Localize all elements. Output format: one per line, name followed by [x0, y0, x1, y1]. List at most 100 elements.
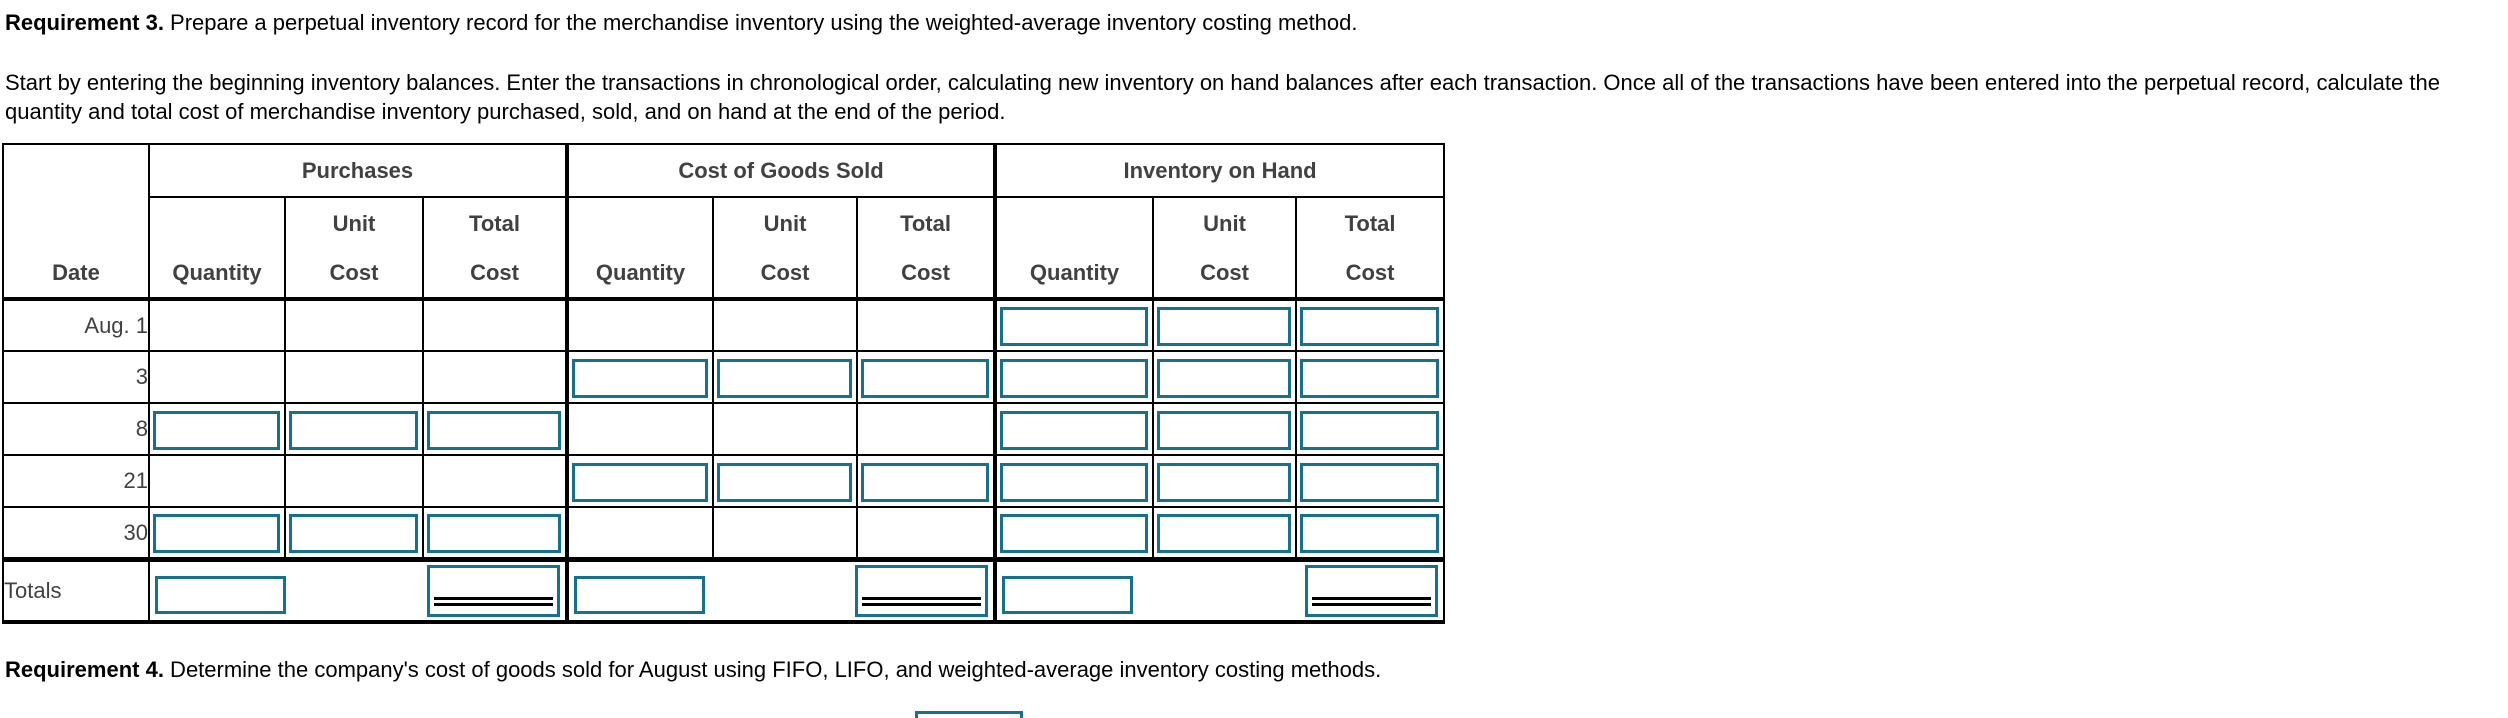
input-totals-cogs-total-cost[interactable] [855, 565, 989, 617]
inventory-quantity-cell [993, 298, 1155, 352]
input-totals-purchases-total-cost[interactable] [427, 565, 561, 617]
purchases-quantity-cell [148, 454, 286, 508]
requirement4-label: Requirement 4. [5, 656, 164, 682]
inventory-total-cost-cell [1295, 350, 1446, 404]
date-cell: 30 [2, 506, 150, 562]
date-cell: Aug. 1 [2, 298, 150, 352]
double-rule [862, 597, 982, 606]
input-8-purchases-total-cost[interactable] [427, 410, 562, 450]
input-8-purchases-quantity[interactable] [153, 410, 280, 450]
input-8-inventory-unit-cost[interactable] [1157, 410, 1292, 450]
input-totals-inventory-total-cost[interactable] [1305, 565, 1439, 617]
purchases-total-cost-cell [421, 350, 569, 404]
cogs-quantity-cell [565, 402, 715, 456]
cogs-quantity-cell [565, 350, 715, 404]
cogs-total-cost-cell [856, 402, 997, 456]
input-8-inventory-quantity[interactable] [1000, 410, 1149, 450]
input-21-cogs-unit-cost[interactable] [717, 462, 853, 502]
input-totals-inventory-quantity[interactable] [1002, 576, 1134, 614]
input-21-inventory-quantity[interactable] [1000, 462, 1149, 502]
input-3-inventory-total-cost[interactable] [1300, 358, 1440, 398]
section-header-row: Date Purchases Cost of Goods Sold Invent… [2, 143, 1446, 301]
inventory-total-cost-cell [1295, 402, 1446, 456]
purchases-unit-cost-header: Unit Cost [284, 196, 424, 301]
purchases-unit-cost-cell [284, 506, 424, 562]
purchases-unit-cost-cell [284, 402, 424, 456]
input-aug-1-inventory-quantity[interactable] [1000, 307, 1149, 346]
input-totals-cogs-quantity[interactable] [574, 576, 706, 614]
requirement4-answer-input-partial[interactable] [915, 711, 1023, 718]
totals-row: Totals [2, 558, 1446, 623]
table-row: Aug. 1 [2, 298, 1446, 352]
cogs-section-header: Cost of Goods Sold [565, 143, 997, 198]
purchases-quantity-cell [148, 402, 286, 456]
input-8-inventory-total-cost[interactable] [1300, 410, 1440, 450]
input-30-purchases-unit-cost[interactable] [289, 514, 418, 553]
inventory-quantity-header: Quantity [993, 196, 1155, 301]
input-3-inventory-unit-cost[interactable] [1157, 358, 1292, 398]
cogs-unit-cost-cell [712, 402, 859, 456]
totals-purchases-cell [147, 558, 569, 623]
input-21-inventory-total-cost[interactable] [1300, 462, 1440, 502]
input-8-purchases-unit-cost[interactable] [289, 410, 418, 450]
input-21-cogs-quantity[interactable] [572, 462, 709, 502]
totals-cogs-cell [565, 558, 997, 623]
purchases-unit-cost-cell [284, 454, 424, 508]
table-row: 8 [2, 402, 1446, 456]
input-30-inventory-quantity[interactable] [1000, 514, 1149, 553]
requirement4-text: Determine the company's cost of goods so… [163, 656, 1382, 682]
purchases-total-cost-cell [421, 298, 569, 352]
cogs-quantity-cell [565, 506, 715, 562]
date-cell: 8 [2, 402, 150, 456]
cogs-total-cost-cell [856, 506, 997, 562]
cogs-total-cost-cell [856, 454, 997, 508]
inventory-total-cost-cell [1295, 298, 1446, 352]
purchases-quantity-header: Quantity [148, 196, 286, 301]
input-3-inventory-quantity[interactable] [1000, 358, 1149, 398]
input-21-inventory-unit-cost[interactable] [1157, 462, 1292, 502]
inventory-unit-cost-cell [1152, 454, 1298, 508]
inventory-quantity-cell [993, 454, 1155, 508]
inventory-quantity-cell [993, 402, 1155, 456]
requirement3-paragraph: Requirement 3. Prepare a perpetual inven… [0, 0, 2508, 37]
instructions-paragraph: Start by entering the beginning inventor… [5, 70, 2440, 124]
double-rule [434, 597, 554, 606]
input-3-cogs-total-cost[interactable] [861, 358, 990, 398]
cogs-unit-cost-cell [712, 454, 859, 508]
cogs-unit-cost-header: Unit Cost [712, 196, 859, 301]
totals-inventory-cell [993, 558, 1446, 623]
input-30-purchases-quantity[interactable] [153, 514, 280, 553]
perpetual-inventory-table: Date Purchases Cost of Goods Sold Invent… [2, 143, 1446, 624]
input-30-inventory-total-cost[interactable] [1300, 514, 1440, 553]
input-30-inventory-unit-cost[interactable] [1157, 514, 1292, 553]
inventory-unit-cost-cell [1152, 298, 1298, 352]
input-21-cogs-total-cost[interactable] [861, 462, 990, 502]
inventory-unit-cost-header: Unit Cost [1152, 196, 1298, 301]
input-3-cogs-unit-cost[interactable] [717, 358, 853, 398]
inventory-quantity-cell [993, 506, 1155, 562]
cogs-quantity-cell [565, 454, 715, 508]
input-3-cogs-quantity[interactable] [572, 358, 709, 398]
input-30-purchases-total-cost[interactable] [427, 514, 562, 553]
column-header-row: Quantity Unit Cost Total Cost Quantity Uni… [3, 196, 1446, 301]
purchases-unit-cost-cell [284, 298, 424, 352]
purchases-quantity-cell [148, 350, 286, 404]
totals-label: Totals [2, 558, 150, 623]
purchases-quantity-cell [148, 298, 286, 352]
inventory-section-header: Inventory on Hand [993, 143, 1446, 198]
input-totals-purchases-quantity[interactable] [155, 576, 286, 614]
purchases-section-header: Purchases [147, 143, 569, 198]
purchases-total-cost-cell [421, 506, 569, 562]
input-aug-1-inventory-unit-cost[interactable] [1157, 307, 1292, 346]
cogs-quantity-cell [565, 298, 715, 352]
date-column-header: Date [2, 143, 150, 301]
table-row: 30 [2, 506, 1446, 562]
date-cell: 21 [2, 454, 150, 508]
purchases-total-cost-cell [421, 454, 569, 508]
double-rule [1312, 597, 1432, 606]
requirement4-paragraph: Requirement 4. Determine the company's c… [0, 655, 2508, 684]
cogs-total-cost-header: Total Cost [856, 196, 997, 301]
table-row: 21 [2, 454, 1446, 508]
date-cell: 3 [2, 350, 150, 404]
input-aug-1-inventory-total-cost[interactable] [1300, 307, 1440, 346]
